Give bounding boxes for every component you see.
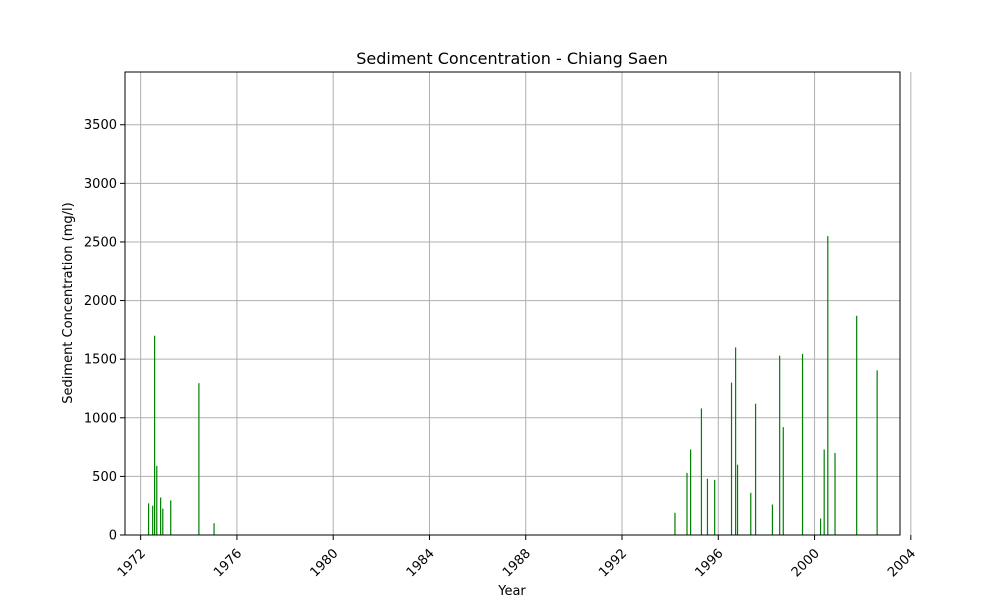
bar xyxy=(782,427,784,535)
y-tick-label: 0 xyxy=(109,529,117,544)
x-axis-title: Year xyxy=(497,584,526,599)
bar xyxy=(754,403,757,535)
y-tick-label: 2500 xyxy=(84,235,117,250)
chart-title: Sediment Concentration - Chiang Saen xyxy=(356,49,668,68)
bar xyxy=(714,479,716,535)
bar xyxy=(730,382,733,535)
plot-frame xyxy=(124,71,901,536)
y-axis-title: Sediment Concentration (mg/l) xyxy=(61,202,76,403)
bar xyxy=(674,512,676,535)
bar xyxy=(856,315,858,535)
bar xyxy=(735,347,737,535)
bar xyxy=(819,518,822,535)
bar xyxy=(801,353,804,535)
bar xyxy=(827,236,829,535)
y-tick-label: 3000 xyxy=(84,177,117,192)
y-tick-label: 1000 xyxy=(84,411,117,426)
y-tick-label: 3500 xyxy=(84,118,117,133)
bar xyxy=(162,508,164,535)
grid xyxy=(125,72,912,536)
bar xyxy=(771,504,774,535)
bar xyxy=(170,500,172,535)
y-axis: 0 500 1000 1500 2000 2500 3000 3500 xyxy=(84,118,125,544)
bar xyxy=(700,408,703,535)
bar xyxy=(834,452,836,535)
y-tick-label: 500 xyxy=(92,470,117,485)
bar xyxy=(152,505,154,535)
bar-series xyxy=(147,236,878,535)
bar xyxy=(706,478,709,535)
bar xyxy=(198,383,200,535)
bar xyxy=(160,497,162,535)
bar xyxy=(750,492,752,535)
bar xyxy=(823,449,825,535)
bar xyxy=(156,465,158,535)
y-tick-label: 1500 xyxy=(84,353,117,368)
bar xyxy=(686,472,688,535)
bar xyxy=(154,335,156,535)
bar xyxy=(690,449,692,535)
bar xyxy=(147,503,150,535)
bar xyxy=(876,370,878,535)
bar xyxy=(779,355,781,535)
y-tick-label: 2000 xyxy=(84,294,117,309)
bar xyxy=(736,464,739,535)
bar xyxy=(213,523,215,535)
